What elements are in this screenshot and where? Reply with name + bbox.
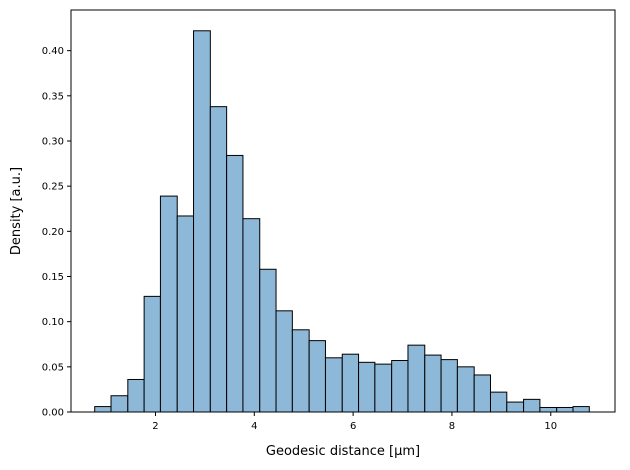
y-tick-label: 0.30 — [42, 136, 64, 147]
x-axis-label: Geodesic distance [μm] — [266, 444, 420, 459]
plot-frame — [70, 9, 616, 413]
x-tick-label: 2 — [152, 421, 158, 432]
histogram-bar-27 — [523, 398, 541, 413]
histogram-bar-28 — [539, 406, 558, 413]
histogram-bar-18 — [374, 363, 393, 413]
x-tick-label: 10 — [544, 421, 557, 432]
histogram-bars — [94, 30, 590, 413]
histogram-bar-2 — [110, 395, 129, 413]
histogram-bar-22 — [440, 359, 458, 413]
histogram-bar-8 — [209, 106, 228, 413]
y-tick-label: 0.00 — [42, 408, 64, 419]
y-axis-ticks: 0.00 0.05 0.10 0.15 0.20 0.25 0.30 0.35 0.40 — [42, 46, 71, 419]
histogram-bar-19 — [391, 360, 409, 413]
histogram-bar-11 — [259, 268, 277, 413]
histogram-bar-17 — [358, 361, 376, 413]
histogram-bar-20 — [407, 344, 426, 413]
histogram-bar-3 — [127, 378, 145, 413]
histogram-bar-9 — [226, 154, 244, 413]
y-tick-label: 0.05 — [42, 362, 64, 373]
y-tick-label: 0.40 — [42, 46, 64, 57]
histogram-bar-1 — [94, 406, 112, 413]
histogram-bar-23 — [456, 366, 475, 413]
histogram-bar-7 — [193, 30, 211, 413]
histogram-bar-29 — [556, 406, 574, 413]
histogram-bar-5 — [159, 195, 178, 413]
histogram-bar-16 — [341, 353, 360, 413]
y-tick-label: 0.20 — [42, 227, 64, 238]
histogram-bar-13 — [291, 329, 310, 413]
histogram-bar-14 — [308, 340, 326, 413]
histogram-bar-30 — [572, 406, 590, 413]
histogram-bar-4 — [143, 295, 161, 413]
y-tick-label: 0.25 — [42, 182, 64, 193]
y-tick-label: 0.10 — [42, 317, 64, 328]
histogram-bar-21 — [424, 354, 442, 413]
x-axis-ticks: 2 4 6 8 10 — [152, 412, 557, 432]
y-axis-label: Density [a.u.] — [9, 167, 24, 255]
histogram-bar-25 — [489, 391, 508, 413]
histogram-bar-15 — [324, 357, 343, 413]
x-tick-label: 4 — [251, 421, 257, 432]
histogram-bar-10 — [242, 218, 261, 413]
histogram-bar-26 — [506, 401, 525, 413]
x-tick-label: 8 — [449, 421, 455, 432]
histogram-bar-6 — [176, 215, 195, 413]
histogram-bar-24 — [473, 374, 491, 413]
y-tick-label: 0.15 — [42, 272, 64, 283]
y-tick-label: 0.35 — [42, 91, 64, 102]
histogram-bar-12 — [275, 310, 293, 413]
x-tick-label: 6 — [350, 421, 356, 432]
